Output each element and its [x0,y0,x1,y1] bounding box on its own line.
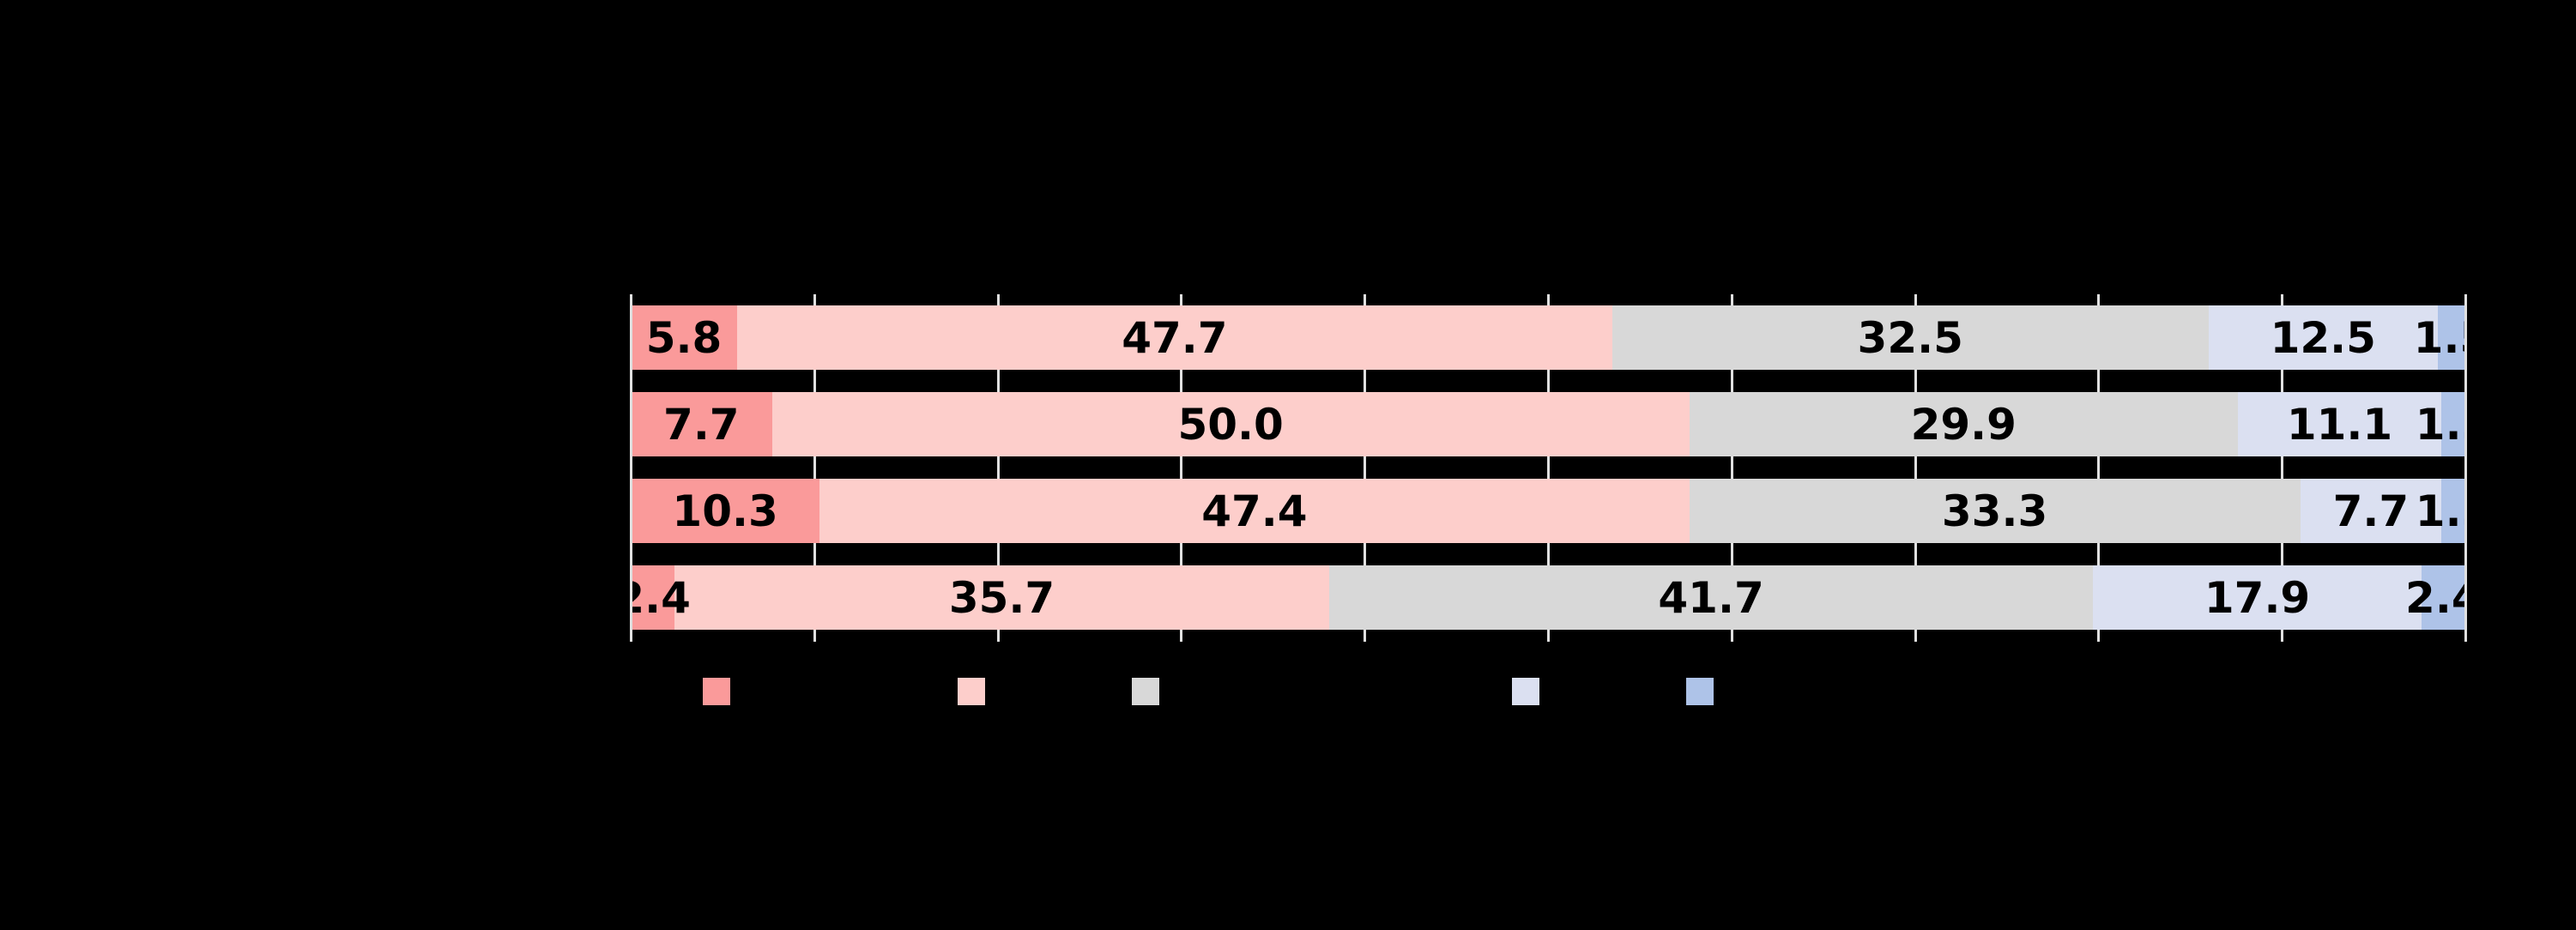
gridline [813,294,816,642]
bar-value-label: 29.9 [1910,399,2017,450]
bar-segment segment-blue: 2.4 [2405,565,2482,630]
bar-segment segment-gray: 32.5 [1612,305,2209,370]
bar-segment segment-gray: 33.3 [1689,479,2301,543]
bar-row-3: 10.3 47.4 33.3 7.7 1.3 [631,479,2491,543]
bar-value-label: 17.9 [2204,572,2311,623]
plot-area: 5.8 47.7 32.5 12.5 1.5 7.7 50.0 29.9 11.1 1.3 10.3… [614,294,2491,642]
bar-value-label: 50.0 [1177,399,1284,450]
bar-value-label: 7.7 [2332,486,2410,536]
gridline [1180,294,1183,642]
bar-segment segment-pink: 50.0 [771,392,1690,456]
bar-row-4: 2.4 35.7 41.7 17.9 2.4 [614,565,2482,630]
bar-value-label: 5.8 [645,312,723,363]
bar-value-label: 11.1 [2286,399,2393,450]
bar-value-label: 1.5 [2413,312,2490,363]
bar-row-2: 7.7 50.0 29.9 11.1 1.3 [631,392,2491,456]
bar-value-label: 1.3 [2415,399,2492,450]
bar-segment segment-pink: 47.4 [819,479,1690,543]
bar-value-label: 41.7 [1658,572,1764,623]
bar-segment segment-red: 5.8 [631,305,737,370]
bar-segment segment-gray: 41.7 [1328,565,2094,630]
gridline [1730,294,1733,642]
gridline-100pct [2464,294,2467,642]
legend-swatch-segment-light-blue [1512,678,1539,705]
bar-segment segment-blue: 1.3 [2416,392,2491,456]
bar-value-label: 1.3 [2415,486,2492,536]
legend-swatch-segment-gray [1132,678,1159,705]
bar-segment segment-light-blue: 11.1 [2237,392,2442,456]
bar-value-label: 2.4 [2405,572,2482,623]
bar-value-label: 2.4 [614,572,691,623]
bar-segment segment-red: 2.4 [614,565,691,630]
gridline [996,294,1000,642]
bar-value-label: 10.3 [672,486,778,536]
gridline [2281,294,2284,642]
bar-value-label: 32.5 [1857,312,1963,363]
bar-value-label: 47.4 [1201,486,1308,536]
bar-segment segment-light-blue: 12.5 [2208,305,2438,370]
legend-swatch-segment-pink [958,678,985,705]
bar-segment segment-blue: 1.3 [2416,479,2491,543]
bar-value-label: 12.5 [2270,312,2376,363]
bar-value-label: 35.7 [948,572,1055,623]
gridline [1547,294,1550,642]
bar-segment segment-gray: 29.9 [1689,392,2238,456]
gridline-0pct [630,294,632,642]
bar-segment segment-pink: 35.7 [674,565,1329,630]
gridline [1914,294,1917,642]
bar-segment segment-light-blue: 17.9 [2093,565,2422,630]
bar-segment segment-blue: 1.5 [2414,305,2489,370]
bar-row-1: 5.8 47.7 32.5 12.5 1.5 [631,305,2489,370]
bar-segment segment-red: 7.7 [631,392,772,456]
bar-value-label: 7.7 [663,399,740,450]
bar-value-label: 33.3 [1941,486,2048,536]
bar-value-label: 47.7 [1122,312,1228,363]
bar-segment segment-pink: 47.7 [737,305,1612,370]
bar-segment segment-red: 10.3 [631,479,820,543]
bar-segment segment-light-blue: 7.7 [2300,479,2442,543]
gridline [1364,294,1367,642]
legend-swatch-segment-blue [1686,678,1714,705]
gridline [2097,294,2101,642]
legend-swatch-segment-red [703,678,730,705]
